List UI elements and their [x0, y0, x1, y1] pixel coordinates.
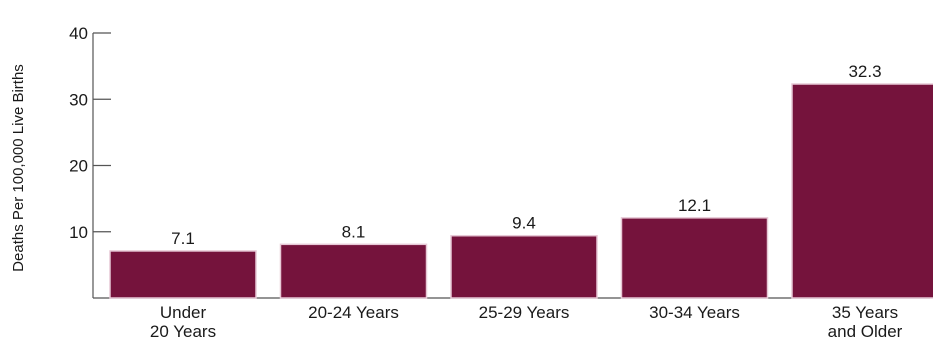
y-axis-label: Deaths Per 100,000 Live Births — [10, 64, 27, 272]
y-tick-label: 20 — [69, 157, 88, 176]
y-tick-label: 40 — [69, 24, 88, 43]
y-tick-label: 30 — [69, 90, 88, 109]
bar-value-label: 8.1 — [342, 222, 366, 241]
category-label: 35 Years and Older — [828, 303, 903, 341]
value-labels: 7.1 8.1 9.4 12.1 32.3 — [171, 62, 881, 248]
bars — [109, 83, 933, 299]
bar-value-label: 9.4 — [512, 214, 536, 233]
bar-value-label: 12.1 — [678, 196, 711, 215]
y-tick-label: 10 — [69, 223, 88, 242]
category-label: Under 20 Years — [150, 303, 216, 341]
bar — [620, 217, 769, 299]
bar-value-label: 7.1 — [171, 229, 195, 248]
bar-value-label: 32.3 — [848, 62, 881, 81]
category-labels: Under 20 Years 20-24 Years 25-29 Years 30-34… — [150, 303, 903, 341]
bar — [450, 234, 598, 299]
bar — [109, 250, 257, 299]
category-label: 25-29 Years — [479, 303, 570, 322]
category-label: 20-24 Years — [308, 303, 399, 322]
bar — [279, 243, 428, 299]
y-ticks: 10 20 30 40 — [69, 24, 111, 242]
bar — [791, 83, 933, 299]
category-label: 30-34 Years — [649, 303, 740, 322]
